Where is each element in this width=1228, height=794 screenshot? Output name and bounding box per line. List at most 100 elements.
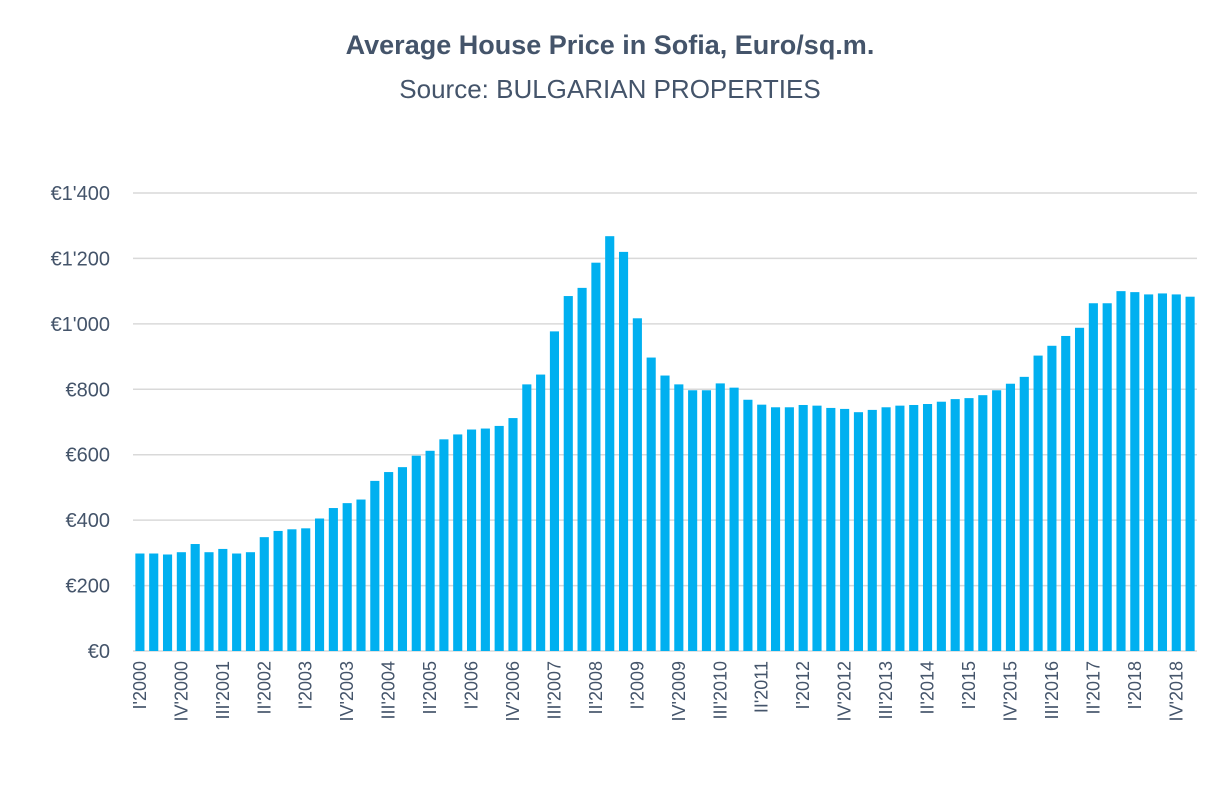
bar-III'2012	[826, 407, 836, 651]
chart-title: Average House Price in Sofia, Euro/sq.m.	[346, 30, 875, 60]
x-tick-label: I'2000	[130, 661, 150, 709]
x-tick-label: I'2012	[793, 661, 813, 709]
bar-IV'2018	[1171, 294, 1181, 651]
bar-IV'2002	[287, 529, 297, 651]
x-tick-label: I'2003	[296, 661, 316, 709]
bar-III'2015	[992, 390, 1002, 651]
bar-I'2000	[135, 553, 145, 651]
bar-III'2014	[936, 401, 946, 651]
bar-IV'2014	[950, 399, 960, 651]
x-tick-label: I'2018	[1125, 661, 1145, 709]
x-tick-label: II'2005	[420, 661, 440, 714]
bar-I'2010	[688, 390, 698, 651]
y-tick-label: €0	[88, 641, 110, 663]
x-tick-label: III'2007	[544, 661, 564, 719]
bar-III'2017	[1102, 303, 1112, 651]
bar-I'2018	[1130, 292, 1140, 651]
bar-IV'2006	[508, 418, 518, 651]
bar-II'2007	[536, 374, 546, 651]
x-tick-label: III'2001	[213, 661, 233, 719]
bar-II'2005	[425, 450, 435, 651]
x-tick-label: IV'2006	[503, 661, 523, 722]
bar-III'2000	[162, 554, 173, 651]
bar-I'2012	[798, 404, 808, 651]
y-tick-label: €200	[66, 576, 111, 598]
y-tick-label: €400	[66, 510, 111, 532]
x-tick-label: II'2008	[586, 661, 606, 714]
bar-II'2001	[204, 552, 214, 651]
bar-I'2002	[245, 552, 256, 651]
bar-IV'2009	[674, 384, 684, 651]
y-tick-label: €1'000	[51, 314, 110, 336]
x-tick-label: III'2016	[1042, 661, 1062, 719]
bar-II'2011	[757, 404, 767, 651]
bar-III'2007	[549, 331, 560, 651]
bar-IV'2005	[453, 434, 463, 651]
bar-II'2002	[259, 537, 269, 651]
bar-III'2008	[605, 236, 615, 651]
bar-II'2018	[1144, 294, 1154, 651]
bar-IV'2015	[1005, 383, 1016, 651]
x-tick-label: I'2006	[462, 661, 482, 709]
bar-III'2005	[439, 439, 449, 651]
y-tick-label: €1'400	[51, 183, 110, 205]
bar-I'2019	[1185, 296, 1195, 651]
x-tick-label: II'2002	[254, 661, 274, 714]
bar-I'2013	[853, 412, 864, 651]
bar-I'2008	[577, 287, 587, 651]
bar-III'2016	[1047, 345, 1057, 651]
bar-III'2006	[494, 425, 504, 651]
x-tick-label: IV'2018	[1166, 661, 1186, 722]
bar-III'2011	[770, 407, 781, 651]
bar-IV'2004	[397, 467, 408, 651]
bar-IV'2001	[232, 553, 242, 651]
bar-IV'2016	[1061, 335, 1071, 651]
x-tick-label: II'2011	[752, 661, 772, 713]
bar-IV'2010	[729, 387, 739, 651]
x-tick-label: IV'2000	[171, 661, 191, 722]
bar-IV'2017	[1116, 291, 1126, 651]
bar-III'2010	[715, 383, 725, 651]
bar-III'2002	[273, 530, 283, 651]
y-tick-label: €800	[66, 379, 111, 401]
bar-III'2004	[384, 472, 394, 651]
bar-II'2014	[922, 404, 933, 651]
bar-I'2001	[190, 544, 200, 651]
x-tick-label: IV'2009	[669, 661, 689, 722]
x-tick-label: II'2017	[1083, 661, 1103, 714]
bar-I'2005	[411, 455, 421, 651]
x-tick-label: IV'2015	[1000, 661, 1020, 722]
bar-II'2000	[149, 553, 159, 651]
bar-I'2014	[909, 404, 919, 651]
bar-I'2015	[964, 398, 974, 651]
bar-I'2007	[522, 384, 532, 651]
chart-subtitle: Source: BULGARIAN PROPERTIES	[399, 74, 820, 104]
y-tick-label: €1'200	[51, 248, 110, 270]
x-tick-label: III'2004	[379, 661, 399, 719]
bar-IV'2003	[342, 503, 352, 651]
x-tick-label: IV'2003	[337, 661, 357, 722]
x-tick-label: IV'2012	[835, 661, 855, 722]
bar-II'2006	[480, 428, 490, 651]
bar-IV'2000	[176, 552, 186, 651]
y-axis: €0 €200 €400 €600 €800 €1'000 €1'200 €1'400	[51, 183, 110, 663]
x-tick-label: I'2015	[959, 661, 979, 709]
x-axis: I'2000 IV'2000 III'2001 II'2002 I'2003 IV'200…	[130, 661, 1186, 722]
y-tick-label: €600	[66, 445, 111, 467]
bar-I'2006	[466, 429, 477, 651]
bar-III'2018	[1157, 293, 1168, 651]
bar-IV'2008	[618, 251, 629, 651]
bar-III'2003	[328, 508, 338, 651]
bar-II'2016	[1033, 355, 1043, 651]
bar-I'2009	[632, 318, 642, 651]
x-tick-label: III'2010	[710, 661, 730, 719]
x-tick-label: II'2014	[918, 661, 938, 714]
bar-IV'2007	[563, 296, 573, 651]
bars	[135, 236, 1195, 651]
bar-I'2003	[301, 528, 311, 651]
bar-I'2017	[1074, 327, 1085, 651]
bar-II'2012	[812, 405, 822, 651]
bar-II'2010	[701, 390, 712, 651]
bar-IV'2011	[784, 407, 794, 651]
